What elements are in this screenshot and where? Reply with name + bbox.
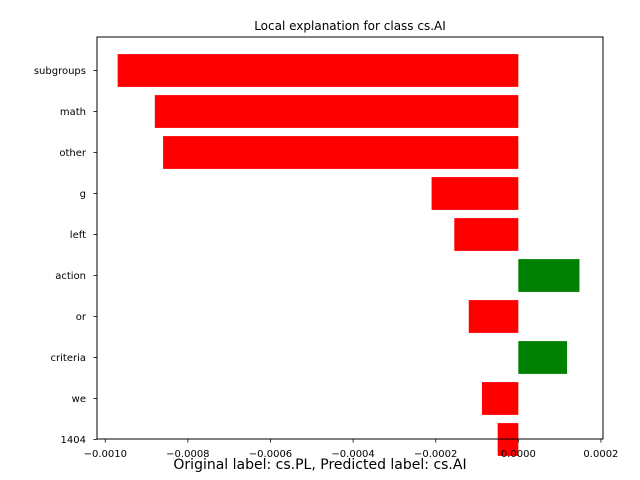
- bar-math: [154, 95, 519, 128]
- x-tick-label: 0.0002: [583, 449, 618, 460]
- x-tick-label: −0.0006: [249, 449, 292, 460]
- y-axis: subgroups math other g left action or criteria w…: [34, 66, 97, 446]
- bar-left: [454, 218, 519, 251]
- bar-other: [163, 136, 519, 169]
- y-tick-label: g: [80, 189, 86, 200]
- x-tick-label: −0.0010: [84, 449, 127, 460]
- y-tick-label: other: [59, 148, 87, 159]
- y-tick-label: or: [76, 312, 87, 323]
- y-tick-label: subgroups: [34, 66, 86, 77]
- x-tick-label: −0.0002: [414, 449, 457, 460]
- caption-label: Original label: cs.PL, Predicted label: …: [173, 457, 467, 473]
- chart-title: Local explanation for class cs.AI: [254, 19, 446, 33]
- x-axis: −0.0010 −0.0008 −0.0006 −0.0004 −0.0002 0.000…: [84, 439, 618, 460]
- y-tick-label: left: [70, 230, 86, 241]
- y-tick-label: action: [55, 271, 86, 282]
- bar-or: [468, 300, 519, 333]
- x-tick-label: −0.0004: [331, 449, 374, 460]
- bar-we: [481, 382, 519, 415]
- y-tick-label: criteria: [51, 353, 86, 364]
- bar-subgroups: [117, 54, 519, 87]
- bar-action: [518, 259, 580, 292]
- y-tick-label: we: [72, 394, 86, 405]
- y-tick-label: math: [60, 107, 86, 118]
- bars-group: [117, 54, 580, 456]
- bar-g: [431, 177, 519, 210]
- bar-criteria: [518, 341, 568, 374]
- x-tick-label: 0.0000: [501, 449, 536, 460]
- plot-frame: [96, 36, 604, 440]
- y-tick-label: 1404: [61, 435, 86, 446]
- x-tick-label: −0.0008: [166, 449, 209, 460]
